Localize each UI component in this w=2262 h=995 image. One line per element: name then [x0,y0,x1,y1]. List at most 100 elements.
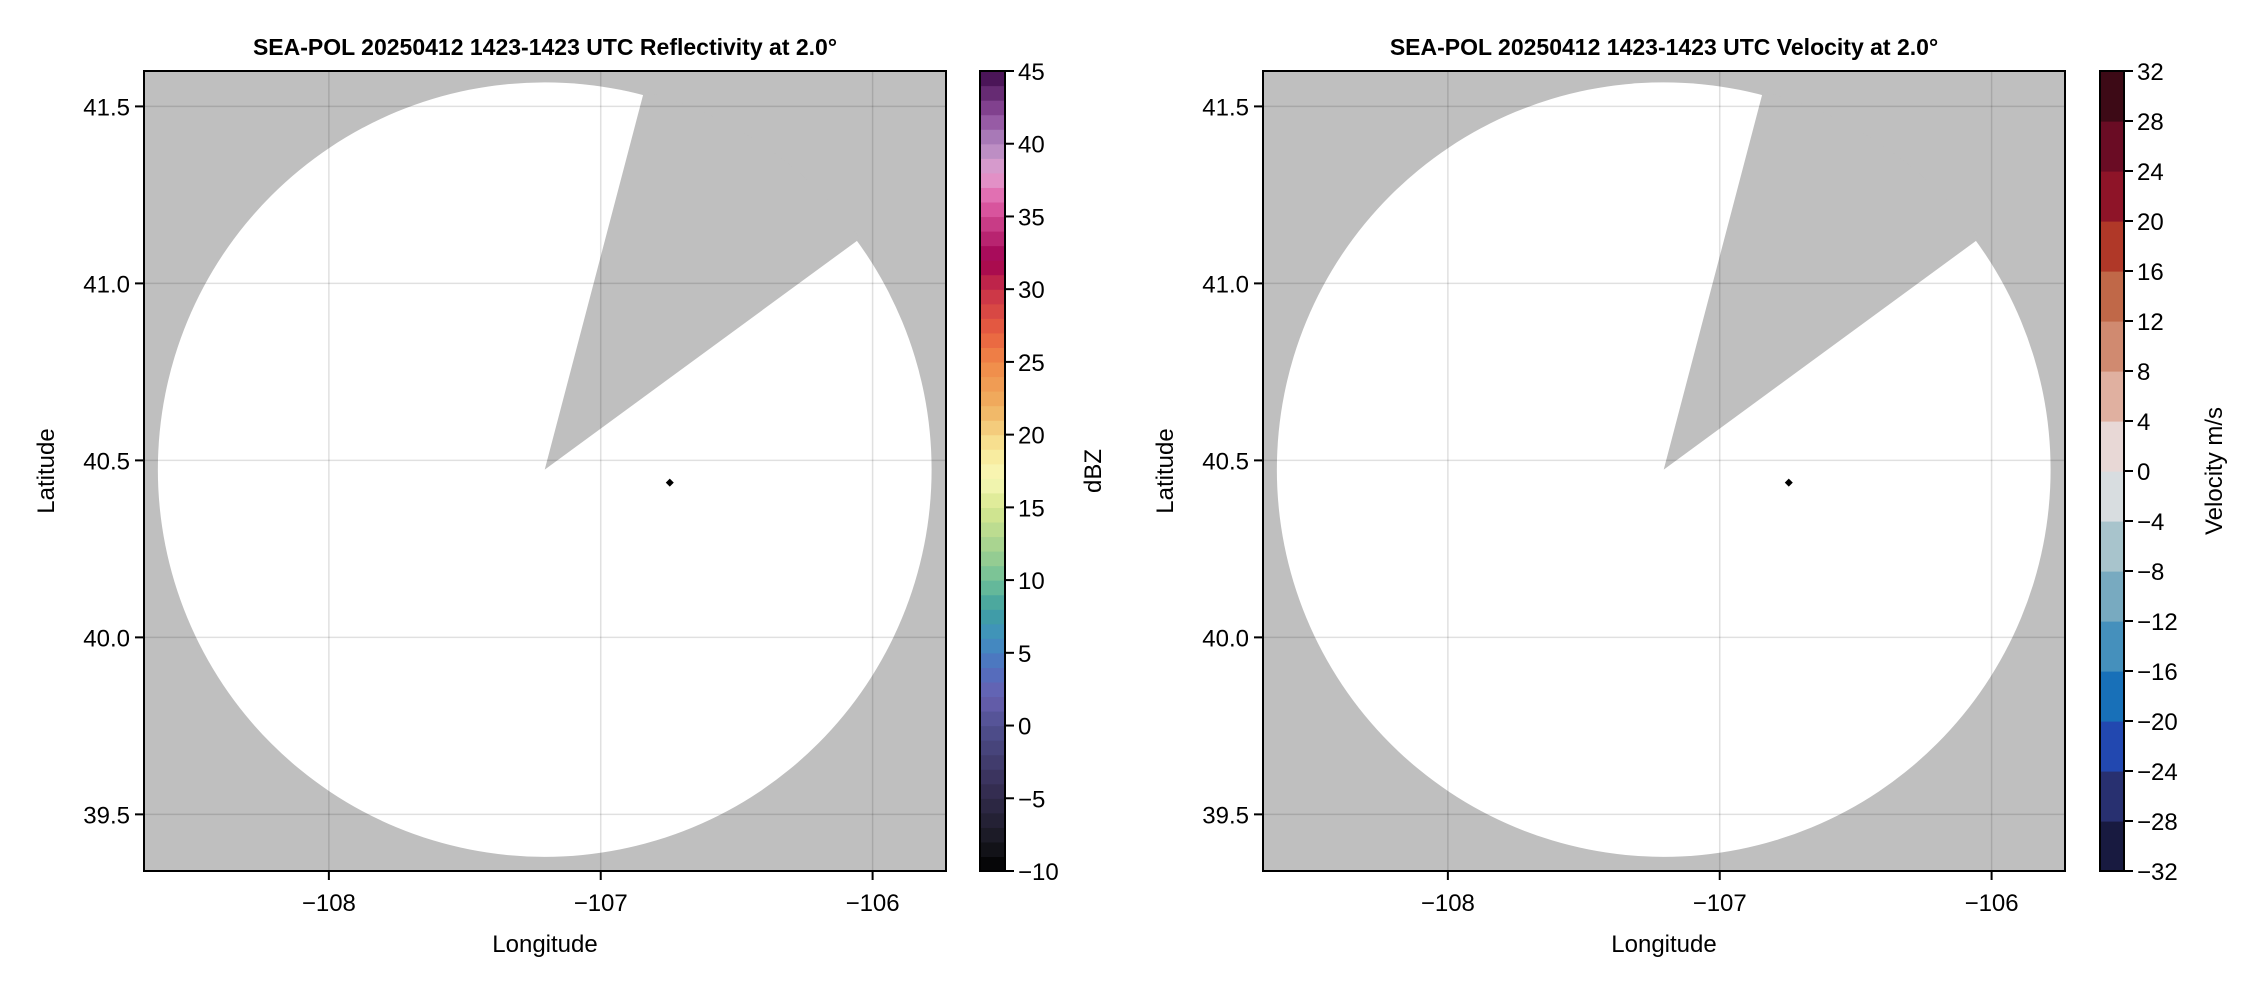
colorbar-tick-label: −32 [2137,859,2178,886]
colorbar-bin [980,463,1005,479]
colorbar-bin [2100,371,2124,422]
colorbar-bin [980,260,1005,276]
colorbar-label: dBZ [1080,449,1107,493]
colorbar-tick-label: −16 [2137,659,2178,686]
colorbar-bin [980,696,1005,712]
colorbar-bin [980,769,1005,785]
colorbar-bin [980,725,1005,741]
radar-location-marker [665,478,674,487]
colorbar-bin [980,492,1005,508]
colorbar-tick-label: −12 [2137,609,2178,636]
y-tick-label: 40.0 [1202,625,1249,652]
colorbar-bin [980,391,1005,407]
colorbar-bin [980,158,1005,174]
x-tick-label: −107 [1693,890,1747,917]
colorbar-bin [980,594,1005,610]
colorbar-tick-label: 40 [1018,132,1045,159]
colorbar-tick-label: 35 [1018,204,1045,231]
colorbar-bin [2100,521,2124,572]
colorbar-tick-label: 15 [1018,495,1045,522]
colorbar-tick-label: −4 [2137,509,2164,536]
colorbar-bin [980,289,1005,305]
colorbar-bin [2100,721,2124,772]
colorbar-bin [980,580,1005,596]
colorbar-bin [980,231,1005,247]
colorbar-bin [980,521,1005,538]
colorbar-bin [980,638,1005,654]
colorbar-bin [980,478,1005,494]
x-axis-label: Longitude [492,931,597,958]
colorbar-tick-label: −24 [2137,759,2178,786]
colorbar-tick-label: −8 [2137,559,2164,586]
y-tick-label: 41.0 [83,271,130,298]
colorbar-bin [980,609,1005,625]
y-tick-label: 41.5 [83,94,130,121]
colorbar-tick-label: 0 [2137,459,2150,486]
colorbar-bin [2100,221,2124,272]
colorbar-bin [980,347,1005,363]
colorbar-bin [980,201,1005,218]
colorbar-bin [2100,71,2124,122]
colorbar-bin [2100,421,2124,472]
colorbar-bin [2100,121,2124,172]
chart-title: SEA-POL 20250412 1423-1423 UTC Reflectiv… [253,34,837,60]
colorbar-tick-label: 5 [1018,641,1031,668]
radar-location-marker [1784,478,1793,487]
colorbar-tick-label: −20 [2137,709,2178,736]
y-tick-label: 41.0 [1202,271,1249,298]
y-tick-label: 40.0 [83,625,130,652]
colorbar-tick-label: 45 [1018,59,1045,86]
colorbar-bin [980,841,1005,858]
colorbar-bin [980,434,1005,450]
colorbar-bin [980,420,1005,436]
colorbar-bin [980,623,1005,639]
x-tick-label: −108 [1421,890,1475,917]
colorbar-bin [2100,171,2124,222]
x-axis-label: Longitude [1611,931,1716,958]
colorbar-bin [980,565,1005,581]
colorbar-bin [2100,621,2124,672]
colorbar-bin [980,143,1005,159]
colorbar-bin [980,303,1005,319]
colorbar-bin [980,376,1005,392]
plot-area [144,71,946,871]
colorbar-bin [980,711,1005,727]
colorbar-tick-label: 20 [2137,209,2164,236]
colorbar-bin [2100,271,2124,322]
colorbar-tick-label: 10 [1018,568,1045,595]
colorbar-tick-label: 4 [2137,409,2150,436]
x-tick-label: −107 [574,890,628,917]
colorbar-bin [980,754,1005,770]
colorbar-bin [980,71,1005,87]
colorbar-bin [2100,321,2124,372]
colorbar-tick-label: 25 [1018,350,1045,377]
chart-panel-0: −108 −107 −106 39.5 40.0 40.5 41.0 41.5 SEA-POL … [33,34,1107,958]
colorbar-bin [2100,571,2124,622]
x-tick-label: −106 [846,890,900,917]
colorbar-bin [2100,771,2124,822]
colorbar-bin [2100,671,2124,722]
colorbar-bin [980,449,1005,465]
colorbar-tick-label: −28 [2137,809,2178,836]
chart-title: SEA-POL 20250412 1423-1423 UTC Velocity … [1390,34,1938,60]
colorbar-bin [980,681,1005,698]
colorbar-bin [980,172,1005,188]
colorbar-bin [2100,821,2124,872]
colorbar-tick-label: −5 [1018,786,1045,813]
y-tick-label: 41.5 [1202,94,1249,121]
colorbar-tick-label: 32 [2137,59,2164,86]
colorbar-tick-label: 28 [2137,109,2164,136]
colorbar-frame [979,70,1006,872]
colorbar-label: Velocity m/s [2201,407,2228,535]
colorbar-tick-label: 24 [2137,159,2164,186]
x-tick-label: −108 [302,890,356,917]
colorbar-bin [980,652,1005,668]
colorbar-bin [980,100,1005,116]
colorbar-tick-label: 0 [1018,714,1031,741]
colorbar-bin [980,507,1005,523]
x-tick-label: −106 [1965,890,2019,917]
colorbar-bin [980,216,1005,232]
colorbar-bin [980,129,1005,145]
axes-frame [143,70,947,872]
